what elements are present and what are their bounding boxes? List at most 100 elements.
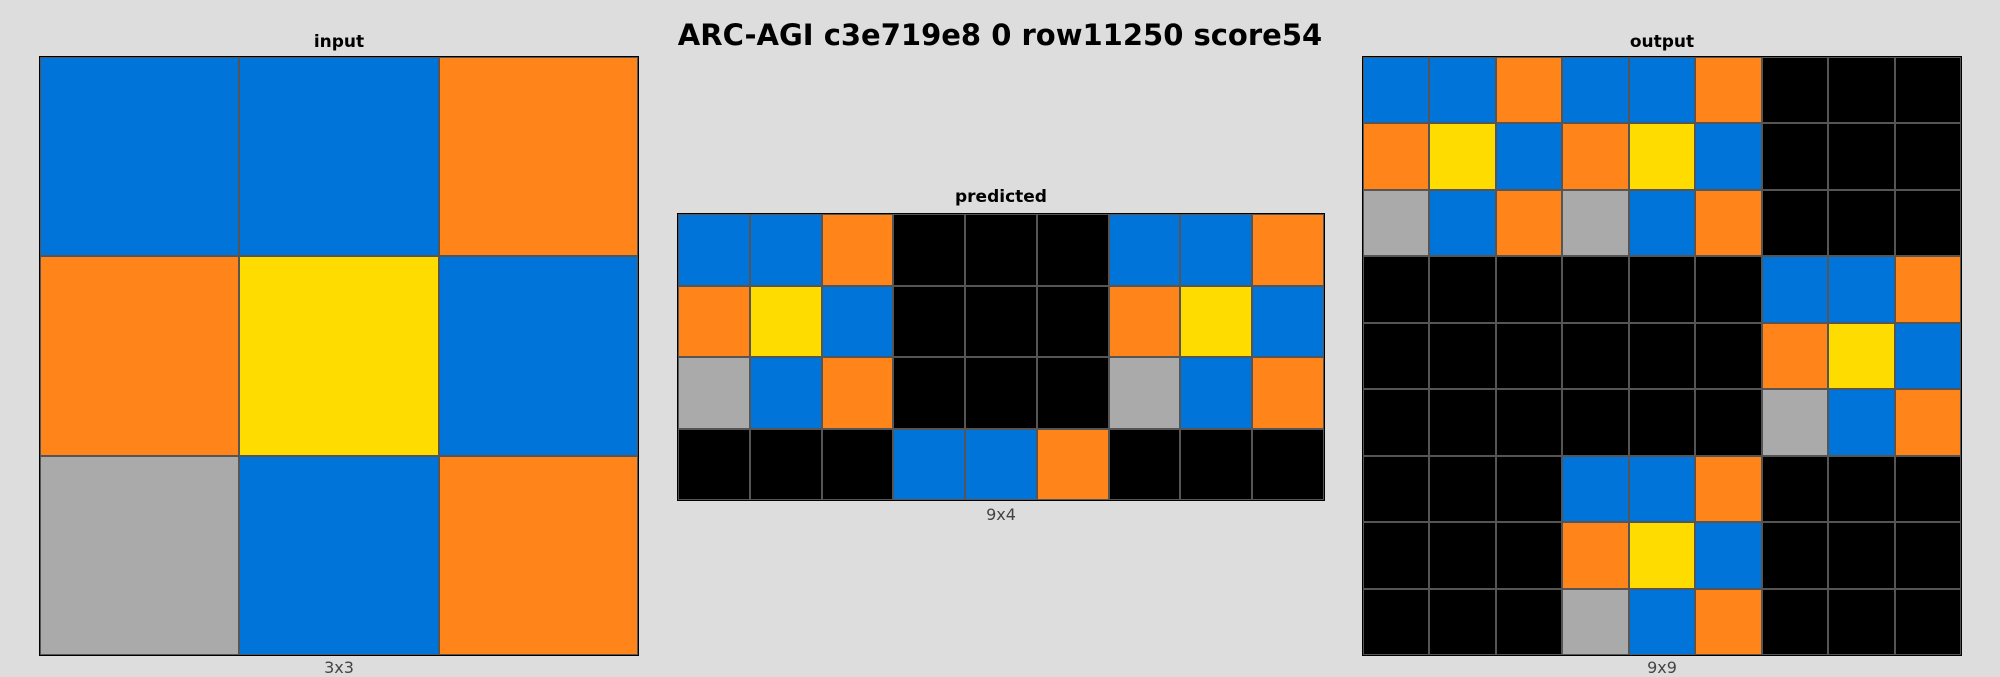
output-cell-r5-c6 <box>1761 389 1829 456</box>
output-cell-r2-c3 <box>1562 189 1629 257</box>
output-cell-r8-c8 <box>1894 588 1961 655</box>
predicted-cell-r0-c0 <box>678 214 750 286</box>
output-cell-r1-c3 <box>1562 123 1629 190</box>
output-cell-r3-c5 <box>1695 256 1762 323</box>
predicted-cell-r0-c8 <box>1252 214 1324 286</box>
output-cell-r4-c6 <box>1761 322 1829 390</box>
predicted-cell-r0-c3 <box>893 214 966 286</box>
output-cell-r6-c3 <box>1562 455 1629 523</box>
input-cell-r2-c0 <box>40 455 240 655</box>
predicted-cell-r3-c5 <box>1036 428 1109 500</box>
output-cell-r7-c1 <box>1429 522 1496 589</box>
output-cell-r7-c3 <box>1562 522 1629 589</box>
output-cell-r5-c4 <box>1628 389 1696 456</box>
predicted-panel-title: predicted <box>955 187 1047 207</box>
predicted-cell-r3-c2 <box>821 428 894 500</box>
output-cell-r4-c7 <box>1828 322 1895 390</box>
predicted-cell-r2-c2 <box>821 357 894 429</box>
predicted-cell-r1-c6 <box>1108 285 1181 357</box>
output-cell-r8-c6 <box>1761 588 1829 655</box>
input-cell-r2-c1 <box>239 455 439 655</box>
input-cell-r1-c1 <box>239 256 439 456</box>
predicted-size-caption: 9x4 <box>986 505 1016 524</box>
predicted-cell-r3-c3 <box>893 428 966 500</box>
output-cell-r1-c4 <box>1628 123 1696 190</box>
output-cell-r3-c3 <box>1562 256 1629 323</box>
output-cell-r0-c4 <box>1628 57 1696 124</box>
predicted-cell-r1-c3 <box>893 285 966 357</box>
output-cell-r6-c4 <box>1628 455 1696 523</box>
output-cell-r4-c4 <box>1628 322 1696 390</box>
output-cell-r0-c2 <box>1495 57 1563 124</box>
input-panel-title: input <box>313 32 365 52</box>
output-cell-r0-c6 <box>1761 57 1829 124</box>
output-cell-r4-c3 <box>1562 322 1629 390</box>
output-cell-r1-c5 <box>1695 123 1762 190</box>
predicted-cell-r3-c1 <box>749 428 822 500</box>
output-cell-r7-c5 <box>1695 522 1762 589</box>
output-cell-r7-c2 <box>1495 522 1563 589</box>
input-cell-r0-c0 <box>40 57 240 257</box>
output-cell-r8-c5 <box>1695 588 1762 655</box>
predicted-cell-r1-c8 <box>1252 285 1324 357</box>
output-cell-r7-c4 <box>1628 522 1696 589</box>
output-cell-r2-c5 <box>1695 189 1762 257</box>
output-cell-r1-c7 <box>1828 123 1895 190</box>
predicted-cell-r2-c4 <box>965 357 1037 429</box>
output-cell-r7-c8 <box>1894 522 1961 589</box>
predicted-cell-r0-c4 <box>965 214 1037 286</box>
predicted-cell-r0-c6 <box>1108 214 1181 286</box>
output-cell-r5-c1 <box>1429 389 1496 456</box>
output-cell-r3-c0 <box>1363 256 1430 323</box>
output-cell-r4-c8 <box>1894 322 1961 390</box>
output-cell-r0-c0 <box>1363 57 1430 124</box>
predicted-cell-r3-c0 <box>678 428 750 500</box>
output-cell-r3-c1 <box>1429 256 1496 323</box>
output-cell-r7-c0 <box>1363 522 1430 589</box>
output-cell-r4-c5 <box>1695 322 1762 390</box>
output-cell-r8-c4 <box>1628 588 1696 655</box>
output-cell-r3-c4 <box>1628 256 1696 323</box>
output-cell-r5-c0 <box>1363 389 1430 456</box>
output-cell-r1-c2 <box>1495 123 1563 190</box>
output-cell-r2-c0 <box>1363 189 1430 257</box>
output-cell-r4-c0 <box>1363 322 1430 390</box>
predicted-grid <box>677 213 1325 501</box>
output-cell-r8-c7 <box>1828 588 1895 655</box>
predicted-cell-r1-c4 <box>965 285 1037 357</box>
output-cell-r6-c1 <box>1429 455 1496 523</box>
output-cell-r2-c1 <box>1429 189 1496 257</box>
input-grid <box>39 56 639 656</box>
predicted-cell-r0-c2 <box>821 214 894 286</box>
output-cell-r4-c1 <box>1429 322 1496 390</box>
output-cell-r2-c7 <box>1828 189 1895 257</box>
output-cell-r0-c7 <box>1828 57 1895 124</box>
output-cell-r6-c8 <box>1894 455 1961 523</box>
predicted-cell-r0-c5 <box>1036 214 1109 286</box>
output-cell-r1-c6 <box>1761 123 1829 190</box>
output-cell-r5-c8 <box>1894 389 1961 456</box>
predicted-cell-r0-c1 <box>749 214 822 286</box>
predicted-cell-r3-c4 <box>965 428 1037 500</box>
predicted-cell-r2-c7 <box>1180 357 1253 429</box>
input-size-caption: 3x3 <box>324 658 354 677</box>
output-cell-r8-c3 <box>1562 588 1629 655</box>
output-cell-r3-c6 <box>1761 256 1829 323</box>
output-cell-r5-c7 <box>1828 389 1895 456</box>
output-cell-r0-c8 <box>1894 57 1961 124</box>
predicted-cell-r3-c6 <box>1108 428 1181 500</box>
predicted-cell-r3-c8 <box>1252 428 1324 500</box>
input-cell-r0-c2 <box>438 57 638 257</box>
predicted-cell-r0-c7 <box>1180 214 1253 286</box>
output-cell-r8-c0 <box>1363 588 1430 655</box>
output-cell-r6-c0 <box>1363 455 1430 523</box>
output-cell-r0-c5 <box>1695 57 1762 124</box>
input-cell-r1-c0 <box>40 256 240 456</box>
page-title: ARC-AGI c3e719e8 0 row11250 score54 <box>677 18 1323 52</box>
predicted-cell-r2-c3 <box>893 357 966 429</box>
output-panel-title: output <box>1629 32 1695 52</box>
output-cell-r7-c7 <box>1828 522 1895 589</box>
output-grid <box>1362 56 1962 656</box>
output-cell-r5-c2 <box>1495 389 1563 456</box>
output-cell-r1-c8 <box>1894 123 1961 190</box>
